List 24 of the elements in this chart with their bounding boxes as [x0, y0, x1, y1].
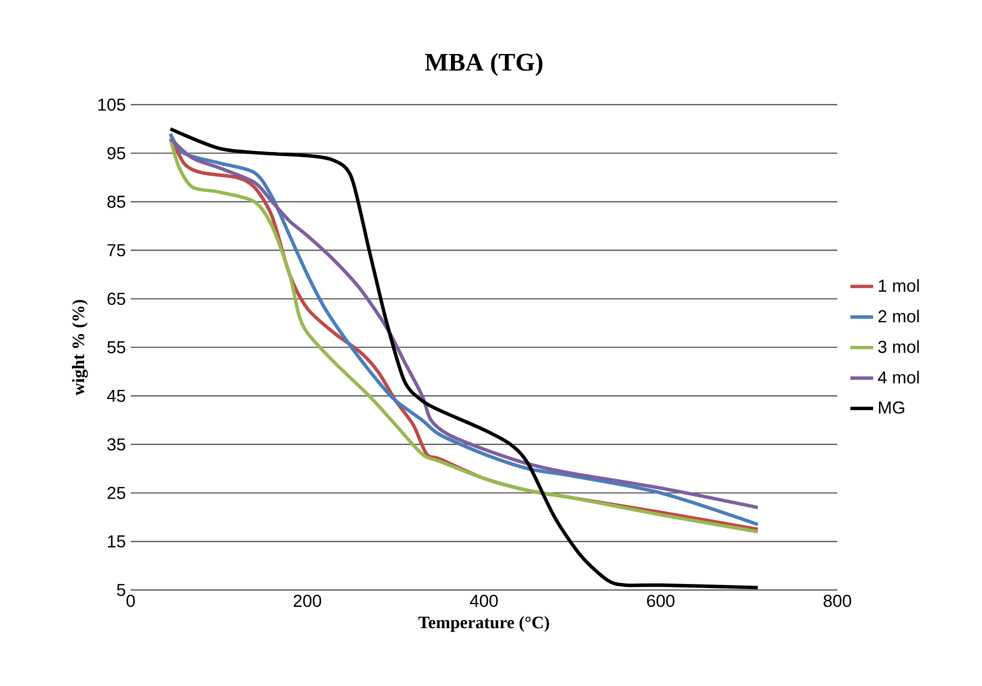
x-tick-label: 800 [824, 594, 852, 607]
x-axis-title: Temperature (°C) [418, 616, 550, 632]
y-tick-label: 75 [108, 244, 126, 256]
y-tick-label: 25 [108, 486, 126, 500]
y-tick-label: 35 [107, 438, 126, 451]
y-tick-label: 15 [108, 535, 126, 548]
y-tick-label: 95 [107, 147, 126, 160]
x-tick-label: 200 [294, 594, 322, 607]
y-tick-label: 85 [107, 196, 126, 208]
legend-label: 1 mol [878, 279, 919, 292]
y-tick-label: 105 [98, 98, 126, 111]
legend-label: MG [878, 401, 904, 414]
x-tick-label: 0 [126, 594, 135, 607]
x-tick-label: 400 [470, 594, 498, 607]
y-tick-label: 55 [107, 341, 126, 354]
y-axis-title: wight % (%) [72, 300, 88, 396]
y-tick-label: 5 [117, 584, 126, 596]
y-tick-label: 45 [107, 390, 126, 402]
legend-label: 4 mol [878, 370, 919, 384]
legend-label: 2 mol [878, 310, 919, 322]
x-tick-label: 600 [647, 594, 674, 607]
chart-title: MBA (TG) [424, 52, 542, 76]
legend-label: 3 mol [878, 340, 919, 354]
y-tick-label: 65 [108, 292, 126, 305]
